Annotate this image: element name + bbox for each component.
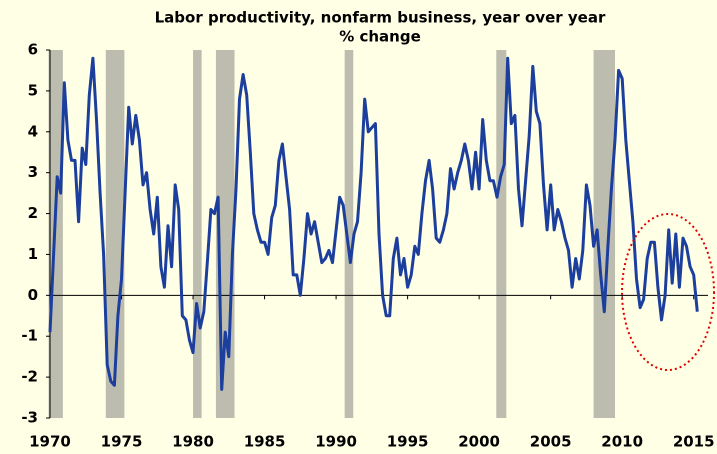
x-tick-label: 2005 [530,433,572,451]
y-tick-label: 3 [28,163,38,181]
recession-band [193,50,202,418]
recession-band [344,50,354,418]
y-tick-label: -1 [21,327,38,345]
chart-subtitle: % change [339,28,421,46]
chart-title: Labor productivity, nonfarm business, ye… [155,9,606,27]
recession-band [496,50,507,418]
y-tick-label: 6 [28,41,38,59]
y-tick-label: 0 [28,286,38,304]
recession-band [593,50,616,418]
y-tick-label: 5 [28,81,38,99]
highlight-ellipse [621,213,715,371]
y-tick-label: -2 [21,368,38,386]
y-tick-label: 2 [28,204,38,222]
recession-band [105,50,125,418]
x-tick-label: 1990 [315,433,357,451]
x-tick-label: 2015 [673,433,715,451]
x-tick-label: 2010 [601,433,643,451]
data-line [48,56,699,391]
y-tick-label: -3 [21,409,38,427]
x-tick-label: 1970 [29,433,71,451]
x-tick-label: 1985 [244,433,286,451]
y-tick-label: 4 [28,122,38,140]
x-tick-label: 1995 [387,433,429,451]
y-tick-label: 1 [28,245,38,263]
x-tick-label: 1980 [172,433,214,451]
x-tick-label: 2000 [458,433,500,451]
x-tick-label: 1975 [101,433,143,451]
